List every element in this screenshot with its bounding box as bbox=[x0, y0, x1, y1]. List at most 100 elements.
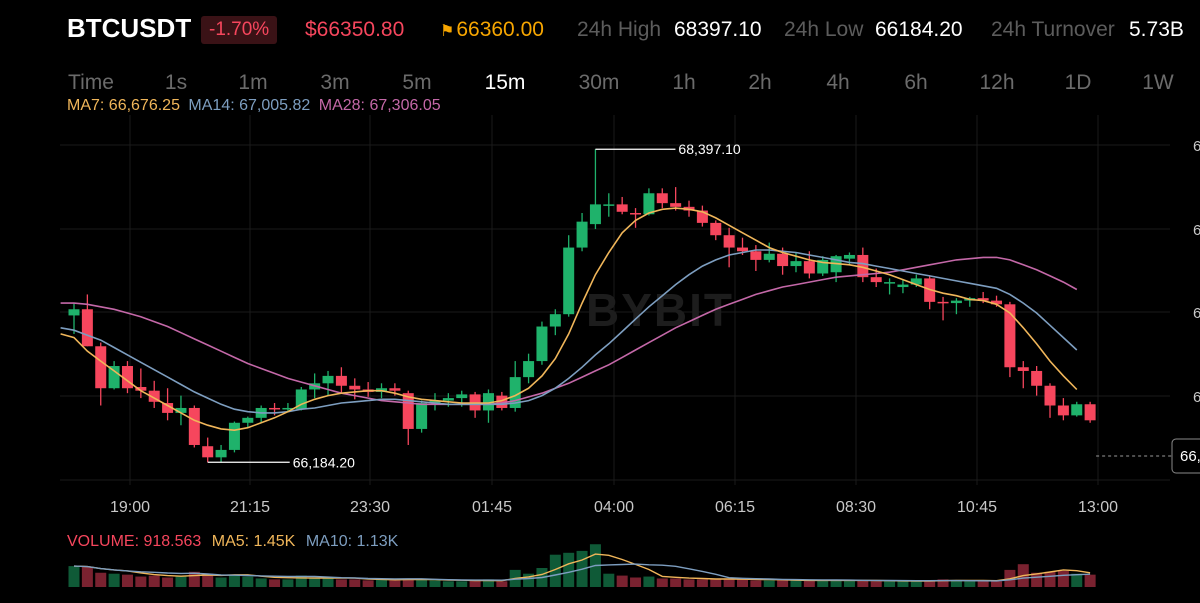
volume-bar bbox=[857, 580, 869, 587]
candle-down bbox=[1017, 367, 1029, 371]
candle-down bbox=[121, 366, 133, 389]
candle-up bbox=[817, 259, 829, 274]
volume-bar bbox=[322, 578, 334, 587]
candle-down bbox=[148, 390, 160, 402]
volume-ma10: MA10: 1.13K bbox=[305, 533, 399, 550]
volume-bar bbox=[242, 576, 254, 587]
volume-bar bbox=[376, 579, 388, 587]
volume-bar bbox=[389, 580, 401, 587]
volume-bar bbox=[135, 576, 147, 587]
volume-bar bbox=[1031, 572, 1043, 587]
x-tick-label: 06:15 bbox=[715, 499, 755, 516]
high-value: 68397.10 bbox=[674, 18, 762, 41]
candle-down bbox=[656, 193, 668, 204]
tab-12h[interactable]: 12h bbox=[979, 71, 1015, 94]
turnover-value: 5.73B bbox=[1129, 18, 1184, 41]
volume-bar bbox=[148, 575, 160, 587]
volume-bar bbox=[843, 580, 855, 587]
tab-1w[interactable]: 1W bbox=[1142, 71, 1174, 94]
candle-down bbox=[937, 301, 949, 304]
tab-time[interactable]: Time bbox=[68, 71, 114, 94]
volume-bar bbox=[710, 579, 722, 587]
candle-down bbox=[1057, 405, 1069, 416]
candle-down bbox=[335, 375, 347, 386]
candle-down bbox=[737, 247, 748, 252]
volume-bar bbox=[549, 554, 561, 587]
candle-down bbox=[496, 395, 508, 408]
ma14-line bbox=[60, 249, 1078, 414]
volume-bar bbox=[977, 581, 989, 587]
candle-up bbox=[322, 375, 334, 384]
volume-legend: VOLUME: 918.563 MA5: 1.45K MA10: 1.13K bbox=[67, 532, 398, 552]
volume-bar bbox=[964, 581, 976, 587]
volume-ma5: MA5: 1.45K bbox=[211, 533, 296, 550]
candle-up bbox=[950, 300, 962, 304]
candle-up bbox=[215, 449, 227, 458]
tab-1h[interactable]: 1h bbox=[672, 71, 696, 94]
candle-down bbox=[870, 277, 882, 283]
volume-bar bbox=[696, 579, 708, 587]
candle-down bbox=[723, 235, 735, 248]
candle-down bbox=[1044, 385, 1056, 406]
ma-lines bbox=[60, 207, 1078, 432]
volume-bar bbox=[1071, 573, 1083, 587]
ma-legend: MA7: 66,676.25 MA14: 67,005.82 MA28: 67,… bbox=[67, 96, 441, 116]
volume-bar bbox=[1084, 574, 1096, 587]
volume-bar bbox=[228, 574, 240, 587]
candle-up bbox=[509, 377, 521, 408]
y-tick-label: 6 bbox=[1193, 222, 1200, 239]
symbol-name[interactable]: BTCUSDT bbox=[67, 13, 192, 43]
volume-bar bbox=[202, 573, 214, 587]
volume-bar bbox=[830, 580, 842, 587]
volume-bar bbox=[630, 577, 642, 587]
volume-bar bbox=[215, 577, 227, 587]
tab-15m[interactable]: 15m bbox=[484, 71, 526, 94]
x-tick-label: 04:00 bbox=[594, 499, 634, 516]
tab-1d[interactable]: 1D bbox=[1064, 71, 1092, 94]
tab-4h[interactable]: 4h bbox=[826, 71, 850, 94]
volume-value: VOLUME: 918.563 bbox=[67, 533, 202, 550]
ma14-legend: MA14: 67,005.82 bbox=[188, 97, 311, 114]
volume-bar bbox=[1044, 571, 1056, 587]
candle-down bbox=[696, 210, 708, 223]
x-tick-label: 21:15 bbox=[230, 499, 270, 516]
volume-bar bbox=[803, 580, 815, 587]
tab-5m[interactable]: 5m bbox=[402, 71, 432, 94]
volume-bar bbox=[188, 571, 200, 587]
volume-bar bbox=[482, 579, 494, 587]
volume-bar bbox=[737, 579, 748, 587]
volume-bar bbox=[362, 580, 374, 587]
candle-up bbox=[884, 282, 896, 284]
candle-up bbox=[576, 221, 588, 248]
candle-up bbox=[910, 278, 922, 285]
volume-bar bbox=[108, 573, 120, 587]
candle-down bbox=[710, 222, 722, 236]
tab-1s[interactable]: 1s bbox=[164, 71, 188, 94]
candle-up bbox=[790, 261, 802, 267]
ma7-legend: MA7: 66,676.25 bbox=[67, 97, 180, 114]
volume-bar bbox=[81, 567, 93, 587]
flag-icon: ⚑ bbox=[440, 23, 455, 40]
volume-bar bbox=[870, 581, 882, 587]
low-label: 24h Low bbox=[784, 18, 864, 41]
candle-up bbox=[763, 253, 775, 260]
volume-bar bbox=[95, 572, 107, 587]
volume-bar bbox=[937, 579, 949, 587]
volume-bar bbox=[309, 577, 321, 587]
volume-bar bbox=[817, 580, 829, 587]
x-tick-label: 19:00 bbox=[110, 499, 150, 516]
mark-price-value: 66360.00 bbox=[456, 18, 544, 41]
volume-bar bbox=[683, 579, 695, 587]
tab-6h[interactable]: 6h bbox=[904, 71, 928, 94]
volume-bars bbox=[68, 544, 1096, 587]
tab-1m[interactable]: 1m bbox=[238, 71, 268, 94]
candle-up bbox=[442, 398, 454, 401]
y-tick-label: 6 bbox=[1193, 389, 1200, 406]
candle-up bbox=[563, 247, 575, 315]
tab-30m[interactable]: 30m bbox=[578, 71, 620, 94]
candle-down bbox=[95, 346, 107, 389]
tab-2h[interactable]: 2h bbox=[748, 71, 772, 94]
tab-3m[interactable]: 3m bbox=[320, 71, 350, 94]
candle-up bbox=[68, 309, 80, 316]
